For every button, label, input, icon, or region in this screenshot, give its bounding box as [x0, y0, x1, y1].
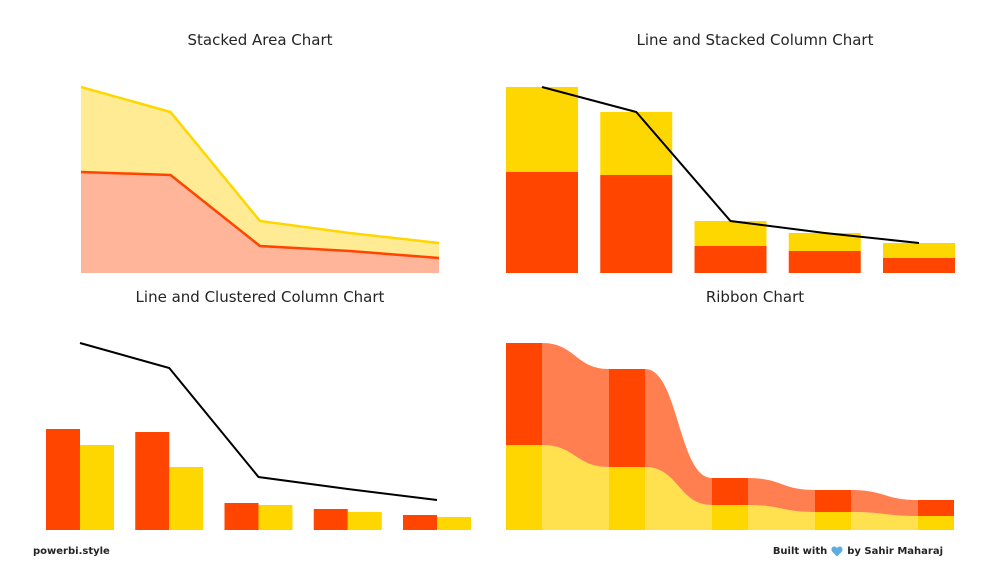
ribbon-band-series-b: [542, 445, 609, 530]
stacked-area-chart: [80, 85, 440, 273]
ribbon-column-series-a: [918, 500, 954, 516]
clustered-bar-series-a: [313, 509, 348, 530]
clustered-bar-series-a: [46, 429, 80, 530]
stacked-bar-series-b: [600, 112, 673, 175]
clustered-bar-series-b: [80, 445, 114, 530]
heart-icon: [831, 546, 843, 557]
chart-title-stacked-area: Stacked Area Chart: [187, 31, 333, 49]
ribbon-column-series-b: [506, 445, 542, 530]
stacked-bar-series-b: [506, 87, 578, 172]
ribbon-column-series-b: [918, 516, 954, 530]
ribbon-column-series-b: [815, 512, 851, 530]
ribbon-column-series-b: [712, 505, 748, 530]
ribbon-band-series-b: [851, 512, 918, 530]
area-line-series-a: [80, 170, 440, 260]
clustered-bar-series-b: [347, 512, 382, 530]
clustered-bar-series-a: [135, 432, 170, 530]
ribbon-band-series-a: [542, 343, 609, 467]
ribbon-chart: [506, 343, 954, 530]
ribbon-band-series-b: [645, 467, 712, 530]
chart-title-line-clustered-column: Line and Clustered Column Chart: [135, 288, 385, 306]
stacked-bar-series-a: [694, 246, 767, 273]
ribbon-band-series-a: [645, 369, 712, 505]
stacked-bar-series-b: [883, 243, 955, 258]
ribbon-column-series-a: [506, 343, 542, 445]
footer-built-with: Built with: [772, 546, 828, 557]
stacked-bar-series-b: [694, 221, 767, 246]
ribbon-band-series-a: [851, 490, 918, 516]
clustered-bar-series-b: [169, 467, 204, 530]
footer-author: by Sahir Maharaj: [847, 546, 943, 557]
footer-site-label: powerbi.style: [33, 546, 110, 557]
ribbon-column-series-a: [712, 478, 748, 505]
clustered-bar-series-b: [258, 505, 293, 530]
clustered-bar-series-a: [403, 515, 437, 530]
chart-title-line-stacked-column: Line and Stacked Column Chart: [636, 31, 874, 49]
ribbon-column-series-b: [609, 467, 645, 530]
stacked-chart-line: [541, 86, 920, 244]
clustered-chart-line: [79, 342, 438, 501]
area-line-series-b: [80, 85, 440, 245]
stacked-bar-series-a: [506, 172, 578, 273]
chart-title-ribbon: Ribbon Chart: [705, 288, 805, 306]
ribbon-column-series-a: [609, 369, 645, 467]
clustered-bar-series-b: [437, 517, 471, 530]
stacked-bar-series-a: [883, 258, 955, 273]
stacked-bar-series-a: [788, 251, 861, 273]
line-stacked-column-chart: [506, 86, 955, 273]
area-series-a: [81, 172, 439, 273]
footer-credit: Built with by Sahir Maharaj: [773, 546, 943, 557]
ribbon-column-series-a: [815, 490, 851, 512]
stacked-bar-series-a: [600, 175, 673, 273]
stacked-bar-series-b: [788, 233, 861, 251]
clustered-bar-series-a: [224, 503, 259, 530]
line-clustered-column-chart: [46, 342, 471, 530]
ribbon-band-series-a: [748, 478, 815, 512]
ribbon-band-series-b: [748, 505, 815, 530]
